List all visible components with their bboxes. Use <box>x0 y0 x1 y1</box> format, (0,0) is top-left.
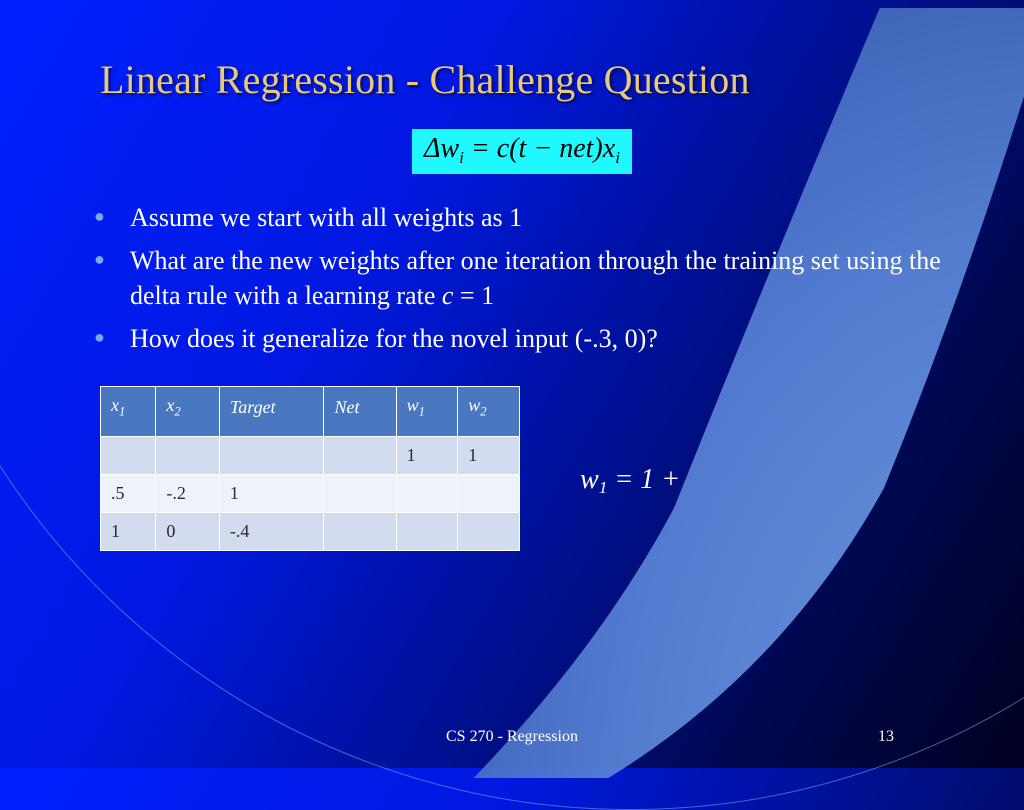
cell: 1 <box>101 513 156 551</box>
cell: 0 <box>156 513 220 551</box>
cell <box>396 475 458 513</box>
weights-table: x1 x2 Target Net w1 w2 1 1 <box>100 386 520 551</box>
bullet-item: What are the new weights after one itera… <box>82 243 944 313</box>
formula-container: Δwi = c(t − net)xi <box>100 129 944 174</box>
table-row: .5 -.2 1 <box>101 475 520 513</box>
col-net: Net <box>324 387 396 437</box>
footer-text: CS 270 - Regression <box>0 728 1024 746</box>
col-target: Target <box>219 387 324 437</box>
bullet-item: How does it generalize for the novel inp… <box>82 321 944 356</box>
table-row: 1 1 <box>101 437 520 475</box>
cell: 1 <box>219 475 324 513</box>
page-number: 13 <box>878 728 894 746</box>
cell: .5 <box>101 475 156 513</box>
col-x1: x1 <box>101 387 156 437</box>
cell <box>324 437 396 475</box>
cell <box>101 437 156 475</box>
cell: 1 <box>458 437 520 475</box>
lower-content-row: x1 x2 Target Net w1 w2 1 1 <box>100 386 944 551</box>
cell <box>324 475 396 513</box>
cell <box>458 513 520 551</box>
cell <box>156 437 220 475</box>
cell: 1 <box>396 437 458 475</box>
cell <box>219 437 324 475</box>
cell <box>458 475 520 513</box>
col-w1: w1 <box>396 387 458 437</box>
side-equation: w1 = 1 + <box>580 464 680 498</box>
table-header-row: x1 x2 Target Net w1 w2 <box>101 387 520 437</box>
cell: -.4 <box>219 513 324 551</box>
col-x2: x2 <box>156 387 220 437</box>
slide-content: Linear Regression - Challenge Question Δ… <box>0 0 1024 768</box>
bullet-list: Assume we start with all weights as 1 Wh… <box>82 200 944 356</box>
cell <box>324 513 396 551</box>
bullet-item: Assume we start with all weights as 1 <box>82 200 944 235</box>
cell: -.2 <box>156 475 220 513</box>
slide-title: Linear Regression - Challenge Question <box>100 56 944 103</box>
cell <box>396 513 458 551</box>
table-row: 1 0 -.4 <box>101 513 520 551</box>
col-w2: w2 <box>458 387 520 437</box>
delta-rule-formula: Δwi = c(t − net)xi <box>412 129 632 174</box>
